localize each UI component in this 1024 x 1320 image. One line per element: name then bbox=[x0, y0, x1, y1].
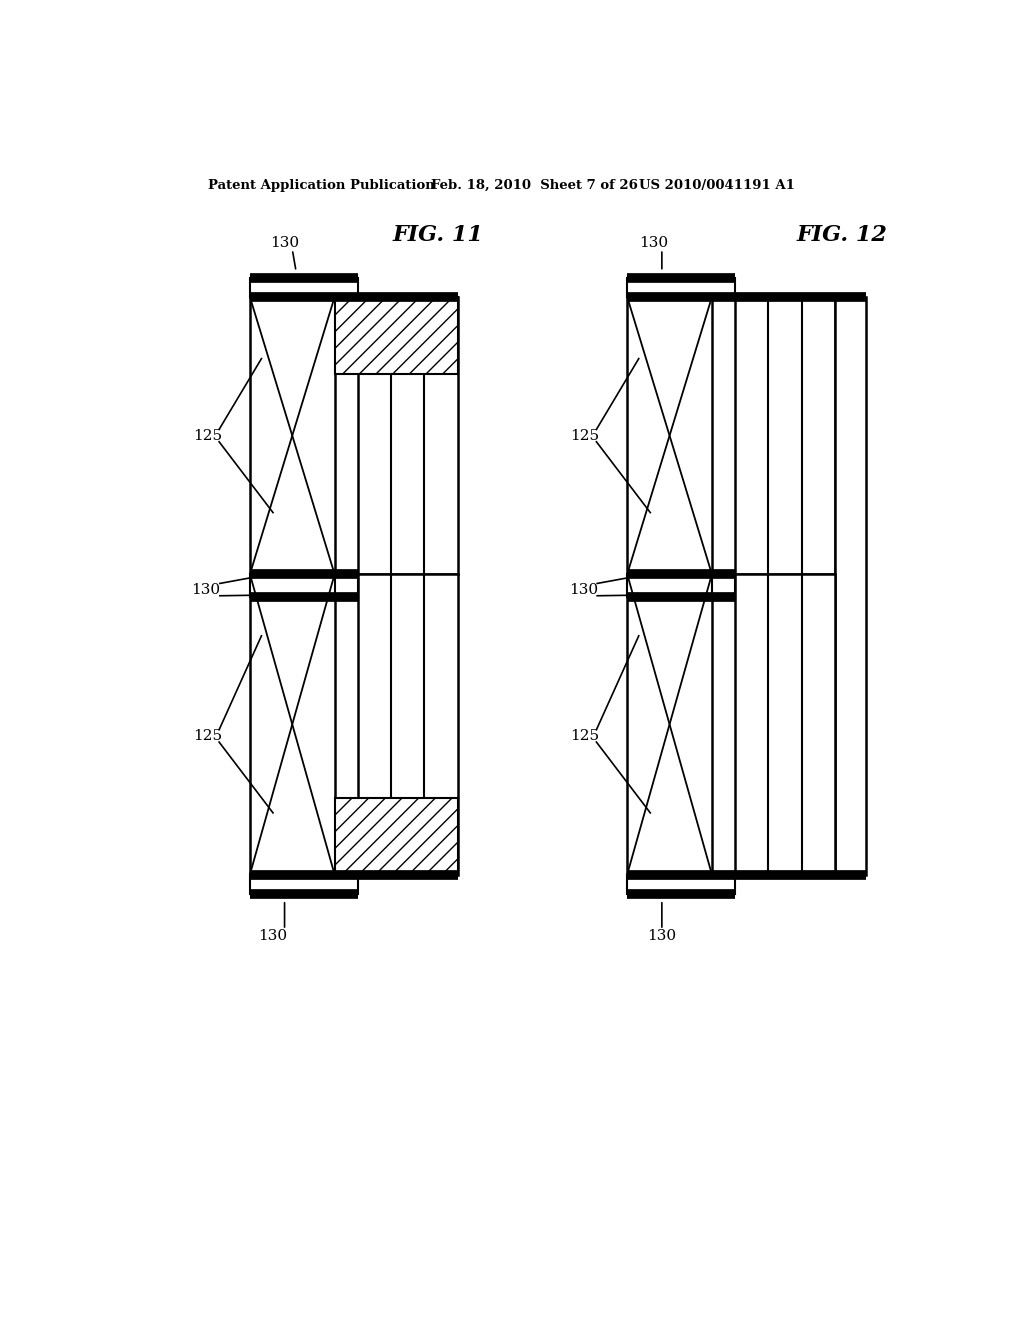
Text: Patent Application Publication: Patent Application Publication bbox=[208, 178, 434, 191]
Text: 130: 130 bbox=[568, 582, 598, 597]
Text: 130: 130 bbox=[270, 236, 299, 249]
Text: 125: 125 bbox=[570, 429, 599, 442]
Bar bbox=[357, 297, 458, 574]
Bar bbox=[735, 574, 836, 875]
Bar bbox=[250, 297, 335, 574]
Bar bbox=[335, 797, 458, 875]
Bar bbox=[712, 574, 735, 598]
Bar bbox=[250, 277, 357, 297]
Bar bbox=[335, 297, 458, 374]
Text: 125: 125 bbox=[193, 429, 222, 442]
Text: 130: 130 bbox=[647, 929, 677, 942]
Text: FIG. 12: FIG. 12 bbox=[797, 224, 888, 247]
Bar bbox=[628, 574, 735, 598]
Bar bbox=[628, 277, 735, 297]
Bar bbox=[250, 574, 357, 598]
Bar bbox=[628, 875, 735, 894]
Bar bbox=[836, 297, 866, 875]
Text: 130: 130 bbox=[640, 236, 669, 249]
Text: Feb. 18, 2010  Sheet 7 of 26: Feb. 18, 2010 Sheet 7 of 26 bbox=[431, 178, 638, 191]
Text: US 2010/0041191 A1: US 2010/0041191 A1 bbox=[639, 178, 795, 191]
Text: FIG. 11: FIG. 11 bbox=[392, 224, 483, 247]
Text: 125: 125 bbox=[193, 729, 222, 743]
Text: 130: 130 bbox=[258, 929, 288, 942]
Bar bbox=[250, 574, 335, 875]
Text: 130: 130 bbox=[191, 582, 220, 597]
Bar bbox=[628, 297, 712, 574]
Bar bbox=[357, 574, 458, 875]
Bar bbox=[335, 574, 357, 598]
Bar bbox=[628, 574, 712, 875]
Text: 125: 125 bbox=[570, 729, 599, 743]
Bar bbox=[250, 875, 357, 894]
Bar bbox=[735, 297, 836, 574]
